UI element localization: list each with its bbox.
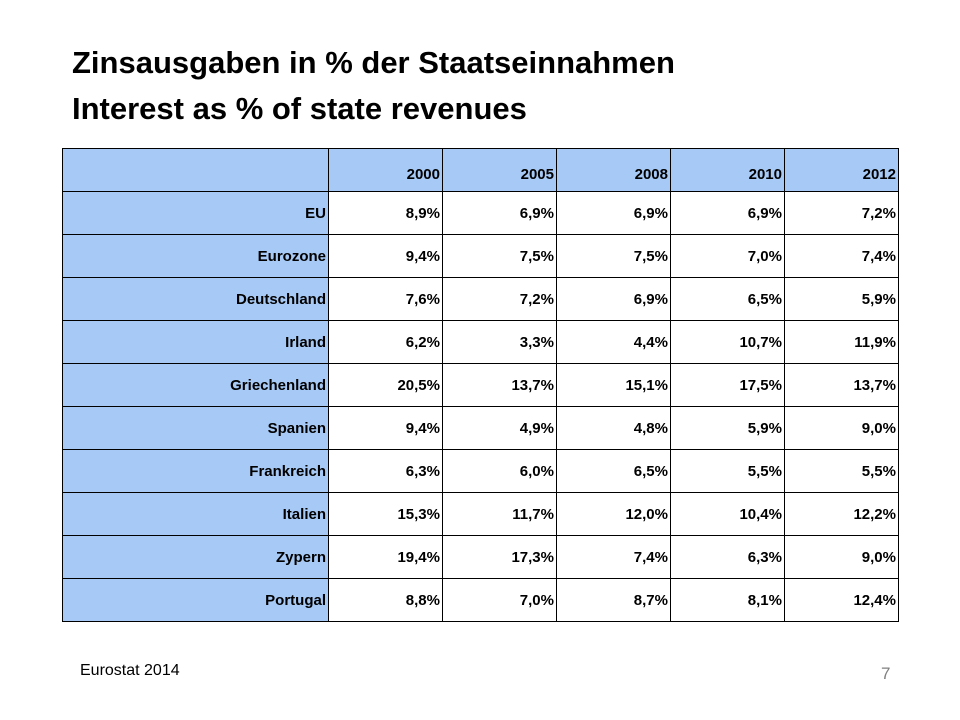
- value-cell: 6,2%: [328, 320, 443, 364]
- row-label: Griechenland: [62, 363, 329, 407]
- table-body: EU 8,9% 6,9% 6,9% 6,9% 7,2% Eurozone 9,4% 7,5% 7,…: [62, 191, 899, 622]
- table-row: Deutschland 7,6% 7,2% 6,9% 6,5% 5,9%: [62, 277, 899, 321]
- value-cell: 6,9%: [670, 191, 785, 235]
- header-corner-cell: [62, 148, 329, 192]
- header-year: 2012: [784, 148, 899, 192]
- table-row: Spanien 9,4% 4,9% 4,8% 5,9% 9,0%: [62, 406, 899, 450]
- value-cell: 5,9%: [670, 406, 785, 450]
- value-cell: 4,9%: [442, 406, 557, 450]
- value-cell: 8,7%: [556, 578, 671, 622]
- value-cell: 5,9%: [784, 277, 899, 321]
- value-cell: 9,4%: [328, 234, 443, 278]
- value-cell: 6,9%: [442, 191, 557, 235]
- value-cell: 6,3%: [328, 449, 443, 493]
- value-cell: 8,1%: [670, 578, 785, 622]
- value-cell: 9,0%: [784, 535, 899, 579]
- value-cell: 3,3%: [442, 320, 557, 364]
- header-year: 2000: [328, 148, 443, 192]
- slide-title: Zinsausgaben in % der Staatseinnahmen In…: [72, 40, 675, 132]
- value-cell: 4,8%: [556, 406, 671, 450]
- source-note: Eurostat 2014: [80, 662, 180, 679]
- value-cell: 7,4%: [784, 234, 899, 278]
- header-year: 2008: [556, 148, 671, 192]
- value-cell: 7,0%: [442, 578, 557, 622]
- row-label: Frankreich: [62, 449, 329, 493]
- value-cell: 19,4%: [328, 535, 443, 579]
- value-cell: 6,9%: [556, 191, 671, 235]
- value-cell: 7,4%: [556, 535, 671, 579]
- row-label: Irland: [62, 320, 329, 364]
- value-cell: 7,5%: [442, 234, 557, 278]
- table-row: EU 8,9% 6,9% 6,9% 6,9% 7,2%: [62, 191, 899, 235]
- value-cell: 10,4%: [670, 492, 785, 536]
- value-cell: 20,5%: [328, 363, 443, 407]
- table-row: Zypern 19,4% 17,3% 7,4% 6,3% 9,0%: [62, 535, 899, 579]
- table-row: Irland 6,2% 3,3% 4,4% 10,7% 11,9%: [62, 320, 899, 364]
- value-cell: 7,2%: [442, 277, 557, 321]
- value-cell: 6,0%: [442, 449, 557, 493]
- row-label: Portugal: [62, 578, 329, 622]
- value-cell: 5,5%: [784, 449, 899, 493]
- value-cell: 7,6%: [328, 277, 443, 321]
- value-cell: 7,0%: [670, 234, 785, 278]
- table-row: Frankreich 6,3% 6,0% 6,5% 5,5% 5,5%: [62, 449, 899, 493]
- value-cell: 12,4%: [784, 578, 899, 622]
- row-label: Zypern: [62, 535, 329, 579]
- table-header-row: 2000 2005 2008 2010 2012: [62, 148, 899, 192]
- value-cell: 8,9%: [328, 191, 443, 235]
- row-label: EU: [62, 191, 329, 235]
- value-cell: 6,3%: [670, 535, 785, 579]
- value-cell: 10,7%: [670, 320, 785, 364]
- value-cell: 9,4%: [328, 406, 443, 450]
- header-year: 2005: [442, 148, 557, 192]
- value-cell: 8,8%: [328, 578, 443, 622]
- value-cell: 12,2%: [784, 492, 899, 536]
- title-line-english: Interest as % of state revenues: [72, 91, 527, 126]
- value-cell: 9,0%: [784, 406, 899, 450]
- table-row: Italien 15,3% 11,7% 12,0% 10,4% 12,2%: [62, 492, 899, 536]
- table-row: Portugal 8,8% 7,0% 8,7% 8,1% 12,4%: [62, 578, 899, 622]
- value-cell: 4,4%: [556, 320, 671, 364]
- value-cell: 12,0%: [556, 492, 671, 536]
- interest-table: 2000 2005 2008 2010 2012 EU 8,9% 6,9% 6,9% 6…: [62, 148, 899, 622]
- value-cell: 7,2%: [784, 191, 899, 235]
- value-cell: 5,5%: [670, 449, 785, 493]
- page-number: 7: [881, 664, 891, 683]
- value-cell: 17,3%: [442, 535, 557, 579]
- value-cell: 7,5%: [556, 234, 671, 278]
- value-cell: 6,9%: [556, 277, 671, 321]
- value-cell: 15,1%: [556, 363, 671, 407]
- value-cell: 11,7%: [442, 492, 557, 536]
- row-label: Eurozone: [62, 234, 329, 278]
- header-year: 2010: [670, 148, 785, 192]
- value-cell: 13,7%: [784, 363, 899, 407]
- value-cell: 11,9%: [784, 320, 899, 364]
- title-line-german: Zinsausgaben in % der Staatseinnahmen: [72, 45, 675, 80]
- value-cell: 15,3%: [328, 492, 443, 536]
- row-label: Deutschland: [62, 277, 329, 321]
- table-row: Griechenland 20,5% 13,7% 15,1% 17,5% 13,7%: [62, 363, 899, 407]
- row-label: Spanien: [62, 406, 329, 450]
- row-label: Italien: [62, 492, 329, 536]
- table-row: Eurozone 9,4% 7,5% 7,5% 7,0% 7,4%: [62, 234, 899, 278]
- value-cell: 17,5%: [670, 363, 785, 407]
- value-cell: 6,5%: [670, 277, 785, 321]
- value-cell: 13,7%: [442, 363, 557, 407]
- value-cell: 6,5%: [556, 449, 671, 493]
